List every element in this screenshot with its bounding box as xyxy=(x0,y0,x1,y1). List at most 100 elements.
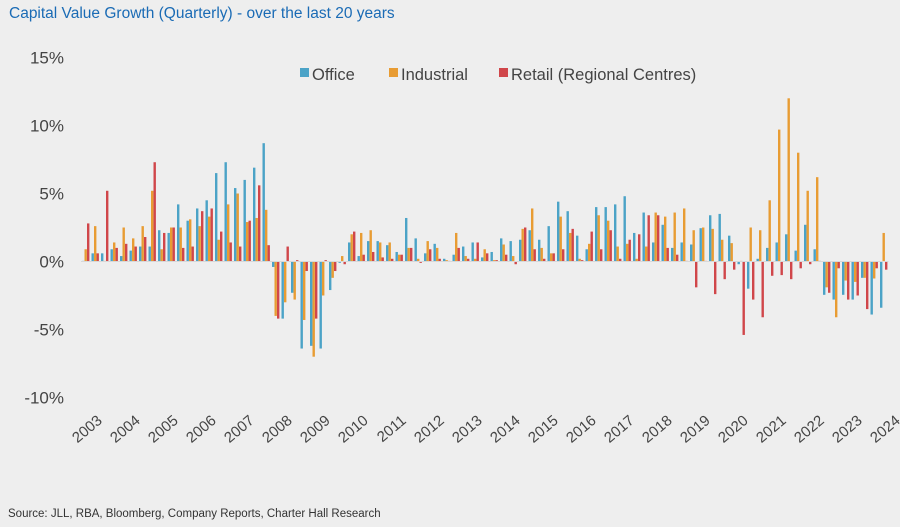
bar-industrial xyxy=(597,215,600,262)
quarter-group xyxy=(880,232,888,308)
bar-industrial xyxy=(702,227,705,262)
bar-industrial xyxy=(645,246,648,262)
bar-retail xyxy=(125,243,128,262)
quarter-group xyxy=(671,212,679,262)
quarter-group xyxy=(642,212,650,262)
legend-item-industrial: Industrial xyxy=(389,66,468,84)
bar-industrial xyxy=(483,249,486,262)
bar-industrial xyxy=(369,230,372,262)
bar-office xyxy=(528,230,531,262)
bar-office xyxy=(747,261,750,289)
quarter-group xyxy=(709,215,717,295)
bar-retail xyxy=(115,247,118,262)
bar-industrial xyxy=(246,222,249,262)
y-tick-label: 5% xyxy=(39,185,64,204)
x-tick-label: 2018 xyxy=(639,412,675,446)
bar-office xyxy=(832,261,835,300)
bar-retail xyxy=(638,234,641,262)
bar-retail xyxy=(258,185,261,262)
quarter-group xyxy=(386,242,394,262)
bar-office xyxy=(443,258,446,262)
bar-retail xyxy=(609,230,612,262)
bar-office xyxy=(433,243,436,262)
bar-office xyxy=(652,242,655,262)
quarter-group xyxy=(785,98,793,280)
bar-retail xyxy=(733,261,736,270)
bar-retail xyxy=(590,231,593,262)
quarter-group xyxy=(623,196,631,262)
bar-industrial xyxy=(569,232,572,262)
bar-industrial xyxy=(711,228,714,262)
bar-office xyxy=(376,241,379,262)
bar-industrial xyxy=(445,260,448,262)
bar-retail xyxy=(381,257,384,262)
bar-retail xyxy=(676,254,679,262)
quarter-group xyxy=(604,207,612,262)
bar-office xyxy=(405,217,408,262)
bar-industrial xyxy=(493,260,496,262)
bar-office xyxy=(851,261,854,300)
bar-retail xyxy=(201,211,204,262)
bar-retail xyxy=(324,260,327,262)
bar-office xyxy=(671,247,674,262)
x-tick-label: 2010 xyxy=(335,412,371,446)
bar-office xyxy=(110,249,113,262)
bar-industrial xyxy=(94,226,97,262)
bar-retail xyxy=(657,215,660,262)
bar-retail xyxy=(191,246,194,262)
quarter-group xyxy=(405,217,413,262)
x-tick-label: 2014 xyxy=(487,412,523,446)
bar-office xyxy=(623,196,626,262)
bar-retail xyxy=(885,261,888,270)
bar-retail xyxy=(163,232,166,262)
bar-industrial xyxy=(844,261,847,281)
bar-industrial xyxy=(654,212,657,262)
bar-retail xyxy=(847,261,850,300)
bar-retail xyxy=(96,253,99,262)
quarter-group xyxy=(205,200,213,262)
bar-industrial xyxy=(759,230,762,262)
x-tick-label: 2016 xyxy=(563,412,599,446)
bar-retail xyxy=(239,246,242,262)
bar-retail xyxy=(486,253,489,262)
bar-retail xyxy=(334,261,337,272)
bar-industrial xyxy=(189,219,192,262)
bar-industrial xyxy=(825,261,828,288)
quarter-group xyxy=(576,235,584,262)
bar-office xyxy=(728,235,731,262)
bar-office xyxy=(224,162,227,262)
bar-office xyxy=(775,242,778,262)
bar-office xyxy=(566,211,569,262)
bar-industrial xyxy=(113,242,116,262)
quarter-group xyxy=(329,261,337,291)
quarter-group xyxy=(253,167,261,262)
bar-office xyxy=(842,261,845,295)
quarter-group xyxy=(376,241,384,262)
quarter-group xyxy=(481,249,489,262)
bar-industrial xyxy=(255,217,258,262)
bar-office xyxy=(281,261,284,319)
x-tick-label: 2015 xyxy=(525,412,561,446)
quarter-group xyxy=(528,208,536,262)
bar-retail xyxy=(305,261,308,272)
bar-retail xyxy=(866,261,869,310)
quarter-group xyxy=(357,232,365,262)
quarter-group xyxy=(224,162,232,262)
quarter-group xyxy=(842,261,850,300)
quarter-group xyxy=(519,227,527,262)
bar-retail xyxy=(277,261,280,319)
bar-office xyxy=(215,173,218,262)
bar-office xyxy=(129,250,132,262)
bar-office xyxy=(813,249,816,262)
bar-retail xyxy=(723,261,726,280)
bar-office xyxy=(395,251,398,262)
bar-office xyxy=(870,261,873,315)
bar-retail xyxy=(400,254,403,262)
bar-office xyxy=(348,242,351,262)
source-note: Source: JLL, RBA, Bloomberg, Company Rep… xyxy=(8,508,381,520)
bar-office xyxy=(718,213,721,262)
legend-label: Retail (Regional Centres) xyxy=(511,66,696,84)
bar-office xyxy=(699,228,702,262)
bar-industrial xyxy=(749,227,752,262)
quarter-group xyxy=(139,226,147,262)
